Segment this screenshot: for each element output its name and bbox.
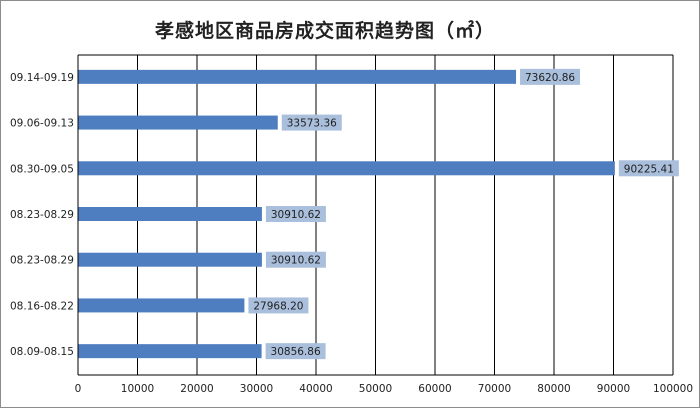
x-tick-label: 60000 <box>418 383 451 395</box>
x-tick-label: 70000 <box>478 383 511 395</box>
x-tick-label: 10000 <box>121 383 154 395</box>
data-label: 30856.86 <box>271 346 321 358</box>
category-label: 08.09-08.15 <box>10 346 74 358</box>
x-tick-label: 0 <box>75 383 82 395</box>
data-label-bg <box>248 297 309 314</box>
category-label: 08.23-08.29 <box>10 255 74 267</box>
x-tick-label: 40000 <box>299 383 332 395</box>
bar <box>78 252 262 267</box>
bar <box>78 207 262 221</box>
x-tick-label: 80000 <box>537 383 570 395</box>
x-tick-label: 30000 <box>240 383 273 395</box>
category-label: 08.16-08.22 <box>10 300 74 312</box>
data-label: 30910.62 <box>271 255 321 267</box>
x-tick-label: 90000 <box>597 383 630 395</box>
data-label-bg <box>281 114 342 131</box>
chart-title: 孝感地区商品房成交面积趋势图（㎡） <box>154 20 495 42</box>
data-label: 90225.41 <box>624 163 674 175</box>
data-label-bg <box>265 343 326 360</box>
data-label: 27968.20 <box>253 300 303 312</box>
data-label: 33573.36 <box>287 118 337 130</box>
category-label: 08.30-09.05 <box>10 163 74 175</box>
category-label: 09.14-09.19 <box>10 72 74 84</box>
data-label-bg <box>265 206 326 222</box>
bar <box>78 161 615 176</box>
x-tick-label: 50000 <box>359 383 392 395</box>
category-label: 08.23-08.29 <box>10 209 74 221</box>
data-label-bg <box>520 68 581 85</box>
bar <box>78 69 517 84</box>
category-label: 09.06-09.13 <box>10 118 74 130</box>
data-label: 73620.86 <box>525 72 575 84</box>
data-label: 30910.62 <box>271 209 321 221</box>
bar <box>78 298 245 313</box>
data-label-bg <box>265 251 326 268</box>
bar <box>78 115 278 130</box>
data-label-bg <box>618 160 679 177</box>
x-tick-label: 20000 <box>180 383 213 395</box>
x-tick-label: 100000 <box>653 383 693 395</box>
bar <box>78 344 262 359</box>
